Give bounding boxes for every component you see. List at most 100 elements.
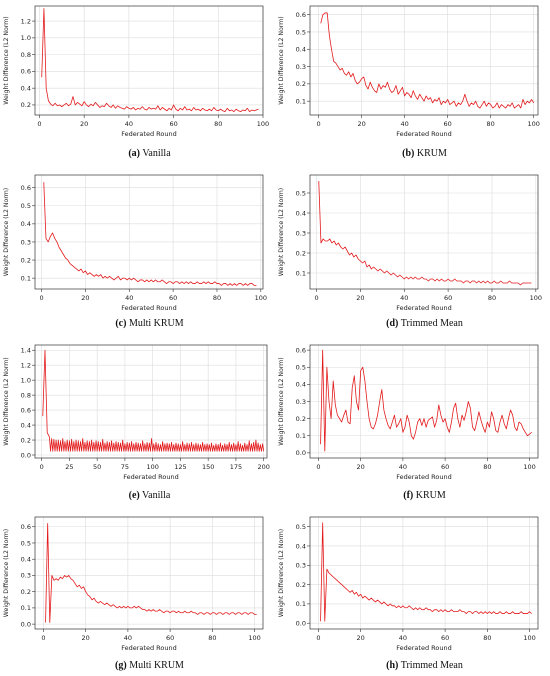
x-axis-label: Federated Round xyxy=(123,473,178,481)
y-tick-label: 0.3 xyxy=(296,562,306,570)
caption-tag: (a) xyxy=(128,148,140,159)
y-tick-label: 0.2 xyxy=(296,249,306,257)
caption-name: Vanilla xyxy=(139,490,171,501)
y-tick-label: 0.2 xyxy=(21,436,31,444)
x-tick-label: 100 xyxy=(248,634,260,642)
caption-name: Trimmed Mean xyxy=(398,318,463,329)
panel-caption: (b) KRUM xyxy=(287,148,550,159)
x-tick-label: 0 xyxy=(316,634,320,642)
x-tick-label: 0 xyxy=(316,463,320,471)
y-tick-label: 0.6 xyxy=(296,11,306,19)
x-axis-label: Federated Round xyxy=(396,130,451,138)
x-axis-label: Federated Round xyxy=(396,304,451,312)
plot-frame xyxy=(309,174,539,290)
y-tick-label: 0.6 xyxy=(21,68,31,76)
y-tick-label: 0.1 xyxy=(296,600,306,608)
caption-name: Vanilla xyxy=(140,148,171,159)
panel-caption: (g) Multi KRUM xyxy=(12,660,287,671)
x-tick-label: 80 xyxy=(208,634,216,642)
panel-caption: (c) Multi KRUM xyxy=(12,318,287,329)
caption-name: Trimmed Mean xyxy=(398,660,463,671)
x-axis-label: Federated Round xyxy=(121,304,176,312)
x-tick-label: 40 xyxy=(125,120,133,128)
plot-frame xyxy=(34,174,264,290)
y-tick-label: 0.3 xyxy=(21,238,31,246)
panel-caption: (e) Vanilla xyxy=(12,490,287,501)
x-tick-label: 125 xyxy=(174,463,186,471)
y-axis-label: Weight Difference (L2 Norm) xyxy=(278,16,285,104)
y-axis-label: Weight Difference (L2 Norm) xyxy=(3,357,10,445)
caption-tag: (g) xyxy=(115,660,127,671)
x-tick-label: 175 xyxy=(230,463,242,471)
x-tick-label: 60 xyxy=(166,634,174,642)
series-line xyxy=(45,523,257,623)
x-tick-label: 100 xyxy=(527,120,539,128)
series-line xyxy=(320,522,532,622)
y-tick-label: 0.6 xyxy=(296,346,306,354)
y-axis-label: Weight Difference (L2 Norm) xyxy=(278,357,285,445)
y-tick-label: 0.0 xyxy=(21,451,31,459)
x-axis-label: Federated Round xyxy=(396,644,451,652)
x-tick-label: 75 xyxy=(121,463,129,471)
y-tick-label: 1.2 xyxy=(21,362,31,370)
chart-panel-5: 0 20 40 60 80 100 0.0 0.1 0.2 0.3 0.4 0.5 0.6 Federat… xyxy=(278,344,539,481)
chart-panel-3: 0 20 40 60 80 100 0.1 0.2 0.3 0.4 0.5 Federated Rou… xyxy=(278,174,542,312)
caption-tag: (f) xyxy=(403,490,414,501)
x-tick-label: 100 xyxy=(255,294,267,302)
x-tick-label: 100 xyxy=(523,463,535,471)
y-tick-label: 0.0 xyxy=(296,449,306,457)
caption-tag: (c) xyxy=(115,318,127,329)
y-tick-label: 0.3 xyxy=(296,398,306,406)
panel-caption: (h) Trimmed Mean xyxy=(287,660,550,671)
caption-tag: (h) xyxy=(386,660,399,671)
x-tick-label: 50 xyxy=(93,463,101,471)
y-tick-label: 0.1 xyxy=(296,97,306,105)
y-tick-label: 1.0 xyxy=(21,34,31,42)
x-tick-label: 40 xyxy=(400,294,408,302)
x-tick-label: 80 xyxy=(483,463,491,471)
x-tick-label: 80 xyxy=(214,120,222,128)
panel-caption: (f) KRUM xyxy=(287,490,550,501)
y-tick-label: 0.1 xyxy=(21,604,31,612)
y-tick-label: 0.4 xyxy=(296,46,306,54)
x-tick-label: 20 xyxy=(82,634,90,642)
x-tick-label: 20 xyxy=(81,294,89,302)
x-tick-label: 60 xyxy=(441,634,449,642)
y-tick-label: 0.6 xyxy=(21,184,31,192)
plot-frame xyxy=(309,516,539,630)
x-axis-label: Federated Round xyxy=(121,130,176,138)
chart-panel-4: 0 25 50 75 100 125 150 175 200 0.0 0.2 0.4 0.6 0.8 1.0… xyxy=(3,344,270,481)
x-tick-label: 100 xyxy=(257,120,269,128)
y-axis-label: Weight Difference (L2 Norm) xyxy=(3,529,10,617)
y-tick-label: 0.2 xyxy=(21,588,31,596)
x-tick-label: 60 xyxy=(169,120,177,128)
x-tick-label: 20 xyxy=(357,463,365,471)
x-tick-label: 0 xyxy=(37,120,41,128)
x-tick-label: 40 xyxy=(399,634,407,642)
x-tick-label: 40 xyxy=(124,634,132,642)
series-line xyxy=(320,349,532,452)
y-tick-label: 0.3 xyxy=(296,63,306,71)
x-tick-label: 100 xyxy=(530,294,542,302)
series-line xyxy=(320,12,535,109)
x-tick-label: 200 xyxy=(257,463,269,471)
x-tick-label: 150 xyxy=(202,463,214,471)
y-tick-label: 1.4 xyxy=(21,347,31,355)
x-axis-label: Federated Round xyxy=(121,644,176,652)
y-tick-label: 0.5 xyxy=(296,189,306,197)
y-tick-label: 0.1 xyxy=(296,432,306,440)
chart-panel-7: 0 20 40 60 80 100 0.0 0.1 0.2 0.3 0.4 0.5 Federated … xyxy=(278,516,539,652)
y-tick-label: 0.6 xyxy=(21,406,31,414)
x-tick-label: 0 xyxy=(317,120,321,128)
y-tick-label: 0.5 xyxy=(21,202,31,210)
x-tick-label: 25 xyxy=(65,463,73,471)
series-line xyxy=(43,182,257,286)
y-tick-label: 0.1 xyxy=(21,274,31,282)
x-tick-label: 20 xyxy=(357,634,365,642)
y-tick-label: 1.0 xyxy=(21,376,31,384)
y-tick-label: 1.2 xyxy=(21,17,31,25)
chart-panel-0: 0 20 40 60 80 100 0.2 0.4 0.6 0.8 1.0 1.2 Federated … xyxy=(3,5,269,138)
y-tick-label: 0.4 xyxy=(21,421,31,429)
caption-name: Multi KRUM xyxy=(126,318,184,329)
caption-tag: (d) xyxy=(386,318,399,329)
